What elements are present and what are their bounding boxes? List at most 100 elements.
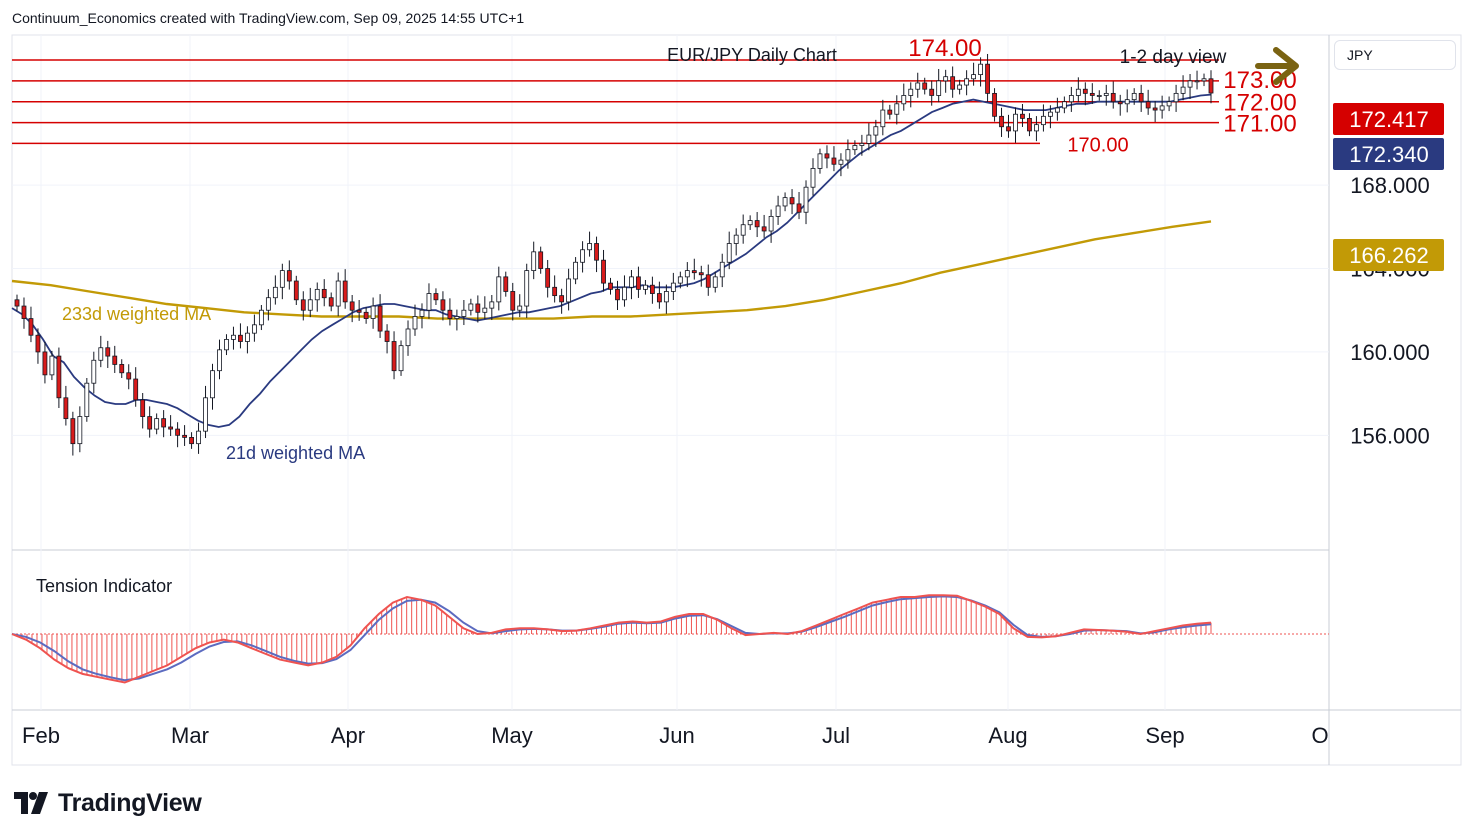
month-tick-label: May [491, 723, 533, 748]
candle-body [517, 305, 523, 311]
candle-body [908, 88, 914, 96]
candle-body [224, 339, 229, 351]
candle-body [196, 430, 201, 445]
candle-body [419, 309, 425, 317]
candle-body [1187, 80, 1193, 88]
price-badge [1333, 103, 1444, 135]
candle-body [1013, 113, 1018, 132]
price-badge [1333, 138, 1444, 170]
candle-body [300, 299, 306, 311]
candle-body [1075, 88, 1081, 96]
candle-body [28, 318, 34, 336]
candle-body [901, 95, 907, 105]
level-label-173: 173.00 [1223, 67, 1296, 94]
candle-body [189, 437, 194, 445]
candle-body [1138, 92, 1144, 103]
tradingview-icon [14, 792, 48, 814]
candle-body [112, 355, 118, 365]
candle-body [426, 293, 432, 311]
candle-body [370, 305, 376, 319]
candle-body [70, 418, 76, 445]
candle-body [747, 220, 753, 226]
candle-body [1180, 86, 1186, 94]
ma21-line [11, 93, 1212, 428]
candle-body [210, 370, 215, 399]
candle-body [461, 309, 467, 317]
candle-body [594, 243, 599, 261]
candle-body [740, 224, 746, 236]
candle-body [733, 234, 739, 244]
candle-body [286, 270, 292, 282]
candle-body [454, 316, 460, 319]
price-tick-label: 168.000 [1350, 173, 1430, 198]
candle-body [265, 297, 271, 311]
symbol-field[interactable]: JPY [1334, 40, 1456, 70]
candle-body [789, 197, 795, 205]
candle-body [992, 92, 997, 117]
candle-body [608, 282, 613, 290]
price-badge-text: 172.340 [1349, 142, 1429, 167]
candle-body [314, 288, 320, 301]
candle-body [754, 220, 760, 228]
ma21-label: 21d weighted MA [226, 443, 365, 463]
candle-body [1124, 99, 1130, 105]
candle-body [154, 418, 160, 430]
candle-body [105, 347, 111, 357]
candle-body [21, 305, 27, 319]
candle-body [56, 355, 62, 399]
month-tick-label: Jun [659, 723, 694, 748]
candle-body [719, 261, 725, 278]
candle-body [950, 76, 956, 90]
candle-body [307, 299, 313, 311]
candle-body [231, 334, 236, 340]
candle-body [531, 251, 537, 272]
candle-body [35, 334, 41, 353]
candle-body [133, 378, 139, 401]
candle-body [91, 359, 97, 384]
candle-body [182, 434, 187, 438]
candle-body [77, 416, 83, 445]
candle-body [1110, 92, 1116, 103]
candle-body [936, 80, 942, 96]
candle-body [496, 276, 502, 303]
candle-body [335, 280, 341, 307]
candle-body [985, 63, 990, 94]
candle-body [636, 276, 641, 290]
candle-body [503, 276, 509, 292]
candle-body [761, 226, 767, 232]
tradingview-logo[interactable]: TradingView [14, 788, 202, 818]
price-badge-text: 172.417 [1349, 107, 1429, 132]
view-annotation: 1-2 day view [1120, 47, 1227, 68]
candle-body [587, 243, 592, 251]
candle-body [1131, 92, 1137, 101]
level-label-174: 174.00 [908, 35, 981, 62]
tension-fast-line [11, 594, 1212, 684]
candle-body [489, 301, 495, 309]
candle-body [964, 78, 970, 86]
level-label-171: 171.00 [1223, 111, 1296, 138]
candle-body [293, 280, 299, 301]
candle-body [691, 270, 697, 274]
candle-body [377, 305, 383, 332]
candle-body [768, 215, 774, 232]
month-tick-label: Aug [988, 723, 1027, 748]
candle-body [580, 249, 585, 263]
candle-body [468, 303, 474, 311]
candle-body [168, 426, 174, 430]
candle-body [559, 295, 565, 303]
candle-body [705, 274, 711, 288]
candle-body [1068, 95, 1074, 103]
candle-body [279, 270, 285, 288]
candle-body [1159, 105, 1165, 111]
month-tick-label: Jul [822, 723, 850, 748]
candle-body [852, 145, 858, 151]
candle-body [391, 341, 397, 372]
candle-body [356, 309, 362, 313]
candle-body [1096, 95, 1102, 97]
candle-body [859, 143, 865, 146]
price-badge [1333, 239, 1444, 271]
tension-indicator-label: Tension Indicator [36, 576, 172, 596]
candle-body [831, 157, 837, 165]
